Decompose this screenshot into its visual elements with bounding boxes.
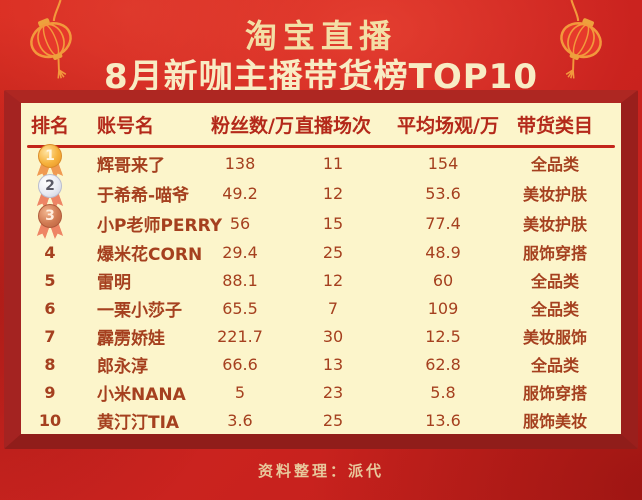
fans-count-cell: 65.5 bbox=[222, 298, 258, 318]
live-sessions-cell: 12 bbox=[322, 183, 344, 203]
table-row: 10 黄汀汀TIA 3.6 25 13.6 服饰美妆 bbox=[21, 406, 621, 434]
fans-count-cell: 49.2 bbox=[222, 183, 258, 203]
bronze-medal-icon: 3 bbox=[37, 204, 63, 238]
avg-viewers-cell: 53.6 bbox=[425, 183, 461, 203]
avg-viewers-cell: 48.9 bbox=[425, 242, 461, 262]
live-sessions-cell: 7 bbox=[327, 298, 339, 318]
live-sessions-cell: 11 bbox=[322, 153, 344, 173]
table-header-row: 排名 账号名 粉丝数/万 直播场次 平均场观/万 带货类目 bbox=[21, 103, 621, 145]
category-cell: 美妆护肤 bbox=[522, 215, 587, 234]
fans-count-cell: 66.6 bbox=[222, 354, 258, 374]
account-name-cell: 霹雳娇娃 bbox=[97, 328, 165, 349]
column-header: 账号名 bbox=[97, 114, 155, 137]
medal-rank-number: 1 bbox=[38, 144, 62, 168]
account-name-cell: 爆米花CORN bbox=[97, 244, 203, 265]
rank-cell: 7 bbox=[44, 326, 56, 346]
fans-count-cell: 138 bbox=[224, 153, 256, 173]
account-name-cell: 于希希-喵爷 bbox=[97, 185, 190, 206]
rank-cell: 3 bbox=[21, 204, 79, 238]
fans-count-cell: 29.4 bbox=[222, 242, 258, 262]
fans-count-cell: 56 bbox=[229, 213, 251, 233]
category-cell: 美妆护肤 bbox=[522, 185, 587, 204]
live-sessions-cell: 12 bbox=[322, 270, 344, 290]
rank-cell: 4 bbox=[44, 242, 56, 262]
table-row: 7 霹雳娇娃 221.7 30 12.5 美妆服饰 bbox=[21, 322, 621, 350]
column-header: 直播场次 bbox=[294, 114, 371, 137]
table-row: 3 小P老师PERRY 56 15 77.4 美妆护肤 bbox=[21, 204, 621, 238]
medal-rank-number: 3 bbox=[38, 204, 62, 228]
live-sessions-cell: 23 bbox=[322, 382, 344, 402]
avg-viewers-cell: 77.4 bbox=[425, 213, 461, 233]
category-cell: 美妆服饰 bbox=[522, 328, 587, 347]
leaderboard-panel: 排名 账号名 粉丝数/万 直播场次 平均场观/万 带货类目 1 辉哥来了 138 11 154 全品… bbox=[4, 90, 638, 449]
account-name-cell: 黄汀汀TIA bbox=[97, 412, 180, 433]
avg-viewers-cell: 12.5 bbox=[425, 326, 461, 346]
category-cell: 全品类 bbox=[530, 155, 579, 174]
table-row: 5 雷明 88.1 12 60 全品类 bbox=[21, 266, 621, 294]
rank-cell: 10 bbox=[38, 410, 62, 430]
fans-count-cell: 88.1 bbox=[222, 270, 258, 290]
account-name-cell: 雷明 bbox=[97, 272, 131, 293]
fans-count-cell: 3.6 bbox=[227, 410, 253, 430]
table-body: 1 辉哥来了 138 11 154 全品类 2 于希希-喵爷 49.2 12 53.6 美妆护肤 3 小P… bbox=[21, 144, 621, 434]
category-cell: 服饰美妆 bbox=[522, 412, 587, 431]
category-cell: 服饰穿搭 bbox=[522, 244, 587, 263]
category-cell: 全品类 bbox=[530, 356, 579, 375]
column-header: 排名 bbox=[30, 114, 69, 137]
rank-cell: 9 bbox=[44, 382, 56, 402]
table-row: 6 一栗小莎子 65.5 7 109 全品类 bbox=[21, 294, 621, 322]
avg-viewers-cell: 154 bbox=[427, 153, 459, 173]
column-header: 带货类目 bbox=[516, 114, 593, 137]
account-name-cell: 小米NANA bbox=[97, 384, 186, 405]
leaderboard-table: 排名 账号名 粉丝数/万 直播场次 平均场观/万 带货类目 1 辉哥来了 138 11 154 全品… bbox=[21, 103, 621, 434]
rank-cell: 6 bbox=[44, 298, 56, 318]
gold-medal-icon: 1 bbox=[37, 144, 63, 178]
avg-viewers-cell: 13.6 bbox=[425, 410, 461, 430]
account-name-cell: 郎永淳 bbox=[97, 356, 148, 377]
column-header: 平均场观/万 bbox=[397, 114, 499, 137]
rank-cell: 2 bbox=[21, 174, 79, 208]
rank-cell: 8 bbox=[44, 354, 56, 374]
account-name-cell: 辉哥来了 bbox=[97, 155, 165, 176]
silver-medal-icon: 2 bbox=[37, 174, 63, 208]
table-row: 1 辉哥来了 138 11 154 全品类 bbox=[21, 144, 621, 178]
live-sessions-cell: 15 bbox=[322, 213, 344, 233]
medal-rank-number: 2 bbox=[38, 174, 62, 198]
data-source-label: 资料整理：派代 bbox=[257, 462, 384, 480]
avg-viewers-cell: 62.8 bbox=[425, 354, 461, 374]
header-divider bbox=[27, 145, 615, 148]
red-lantern-icon bbox=[560, 0, 602, 79]
table-row: 4 爆米花CORN 29.4 25 48.9 服饰穿搭 bbox=[21, 238, 621, 266]
table-row: 9 小米NANA 5 23 5.8 服饰穿搭 bbox=[21, 378, 621, 406]
category-cell: 全品类 bbox=[530, 300, 579, 319]
live-sessions-cell: 25 bbox=[322, 410, 344, 430]
red-lantern-icon bbox=[30, 0, 72, 79]
live-sessions-cell: 13 bbox=[322, 354, 344, 374]
page-title: 淘宝直播 bbox=[244, 17, 397, 55]
column-header: 粉丝数/万 bbox=[211, 114, 294, 137]
live-sessions-cell: 25 bbox=[322, 242, 344, 262]
category-cell: 服饰穿搭 bbox=[522, 384, 587, 403]
category-cell: 全品类 bbox=[530, 272, 579, 291]
account-name-cell: 一栗小莎子 bbox=[97, 300, 182, 321]
rank-cell: 1 bbox=[21, 144, 79, 178]
avg-viewers-cell: 60 bbox=[432, 270, 454, 290]
live-sessions-cell: 30 bbox=[322, 326, 344, 346]
table-row: 2 于希希-喵爷 49.2 12 53.6 美妆护肤 bbox=[21, 174, 621, 208]
account-name-cell: 小P老师PERRY bbox=[97, 215, 223, 236]
avg-viewers-cell: 109 bbox=[427, 298, 459, 318]
table-row: 8 郎永淳 66.6 13 62.8 全品类 bbox=[21, 350, 621, 378]
rank-cell: 5 bbox=[44, 270, 56, 290]
fans-count-cell: 5 bbox=[234, 382, 246, 402]
avg-viewers-cell: 5.8 bbox=[430, 382, 456, 402]
fans-count-cell: 221.7 bbox=[217, 326, 263, 346]
